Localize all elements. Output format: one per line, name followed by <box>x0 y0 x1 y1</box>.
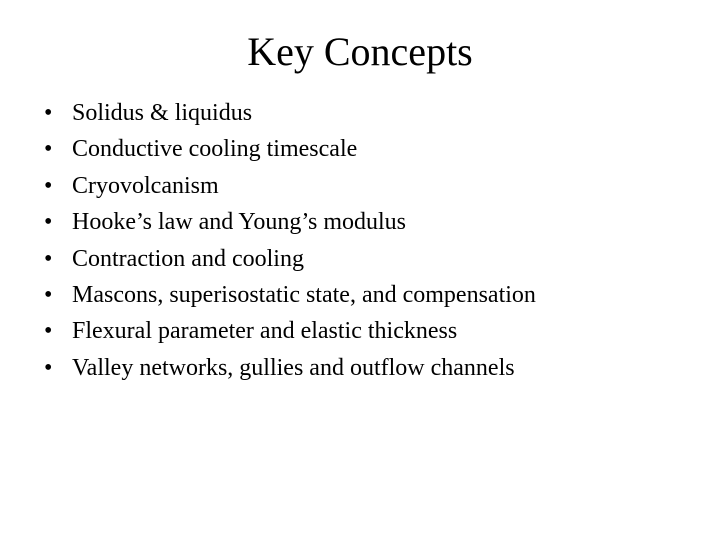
list-item-text: Hooke’s law and Young’s modulus <box>72 206 680 238</box>
bullet-icon: • <box>44 97 72 129</box>
slide: Key Concepts • Solidus & liquidus • Cond… <box>0 0 720 540</box>
list-item: • Mascons, superisostatic state, and com… <box>44 279 680 311</box>
list-item-text: Contraction and cooling <box>72 243 680 275</box>
list-item-text: Flexural parameter and elastic thickness <box>72 315 680 347</box>
bullet-icon: • <box>44 206 72 238</box>
list-item-text: Conductive cooling timescale <box>72 133 680 165</box>
bullet-icon: • <box>44 243 72 275</box>
list-item: • Valley networks, gullies and outflow c… <box>44 352 680 384</box>
bullet-icon: • <box>44 133 72 165</box>
bullet-icon: • <box>44 170 72 202</box>
list-item: • Hooke’s law and Young’s modulus <box>44 206 680 238</box>
list-item-text: Valley networks, gullies and outflow cha… <box>72 352 680 384</box>
list-item: • Solidus & liquidus <box>44 97 680 129</box>
bullet-list: • Solidus & liquidus • Conductive coolin… <box>40 97 680 384</box>
list-item: • Contraction and cooling <box>44 243 680 275</box>
slide-title: Key Concepts <box>40 28 680 75</box>
bullet-icon: • <box>44 279 72 311</box>
bullet-icon: • <box>44 315 72 347</box>
bullet-icon: • <box>44 352 72 384</box>
list-item: • Flexural parameter and elastic thickne… <box>44 315 680 347</box>
list-item-text: Solidus & liquidus <box>72 97 680 129</box>
list-item: • Conductive cooling timescale <box>44 133 680 165</box>
list-item: • Cryovolcanism <box>44 170 680 202</box>
list-item-text: Mascons, superisostatic state, and compe… <box>72 279 680 311</box>
list-item-text: Cryovolcanism <box>72 170 680 202</box>
